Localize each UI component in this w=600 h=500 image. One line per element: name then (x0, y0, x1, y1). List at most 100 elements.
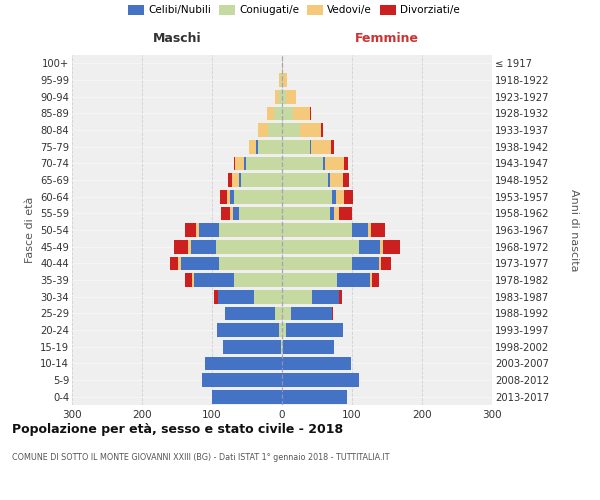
Bar (282, 323, 286, 337)
Text: Popolazione per età, sesso e stato civile - 2018: Popolazione per età, sesso e stato civil… (12, 422, 343, 436)
Bar (344, 190, 353, 203)
Bar (291, 306, 332, 320)
Bar (380, 240, 383, 254)
Bar (257, 140, 282, 153)
Bar (379, 256, 381, 270)
Bar (227, 190, 230, 203)
Bar (282, 273, 337, 287)
Bar (282, 140, 310, 153)
Bar (282, 106, 293, 120)
Bar (181, 256, 219, 270)
Bar (266, 106, 274, 120)
Bar (223, 340, 281, 353)
Bar (383, 240, 400, 254)
Bar (344, 156, 348, 170)
Bar (199, 223, 219, 237)
Bar (219, 256, 282, 270)
Y-axis label: Anni di nascita: Anni di nascita (569, 188, 579, 271)
Bar (293, 106, 310, 120)
Bar (202, 373, 282, 387)
Bar (282, 73, 283, 87)
Bar (282, 240, 359, 254)
Bar (286, 90, 296, 104)
Bar (196, 223, 199, 237)
Bar (224, 306, 275, 320)
Bar (235, 156, 244, 170)
Legend: Celibi/Nubili, Coniugati/e, Vedovi/e, Divorziati/e: Celibi/Nubili, Coniugati/e, Vedovi/e, Di… (128, 5, 460, 15)
Bar (185, 223, 196, 237)
Bar (245, 156, 282, 170)
Bar (187, 240, 191, 254)
Bar (282, 190, 332, 203)
Bar (254, 290, 282, 304)
Bar (320, 123, 323, 137)
Bar (278, 90, 282, 104)
Bar (282, 90, 286, 104)
Bar (218, 290, 254, 304)
Text: COMUNE DI SOTTO IL MONTE GIOVANNI XXIII (BG) - Dati ISTAT 1° gennaio 2018 - TUTT: COMUNE DI SOTTO IL MONTE GIOVANNI XXIII … (12, 452, 389, 462)
Bar (299, 123, 320, 137)
Bar (235, 190, 282, 203)
Bar (205, 356, 282, 370)
Bar (371, 223, 385, 237)
Bar (239, 173, 241, 187)
Bar (268, 123, 282, 137)
Text: Femmine: Femmine (355, 32, 419, 45)
Bar (214, 290, 218, 304)
Bar (194, 273, 235, 287)
Bar (283, 73, 287, 87)
Bar (282, 356, 350, 370)
Bar (282, 156, 323, 170)
Bar (282, 290, 312, 304)
Bar (217, 323, 278, 337)
Bar (191, 240, 215, 254)
Bar (170, 256, 178, 270)
Bar (337, 273, 370, 287)
Bar (331, 173, 343, 187)
Bar (336, 190, 344, 203)
Bar (310, 140, 311, 153)
Text: Maschi: Maschi (152, 32, 202, 45)
Y-axis label: Fasce di età: Fasce di età (25, 197, 35, 263)
Bar (212, 390, 282, 404)
Bar (352, 256, 379, 270)
Bar (332, 190, 336, 203)
Bar (359, 240, 380, 254)
Bar (275, 306, 282, 320)
Bar (282, 390, 347, 404)
Bar (328, 173, 331, 187)
Bar (312, 290, 339, 304)
Bar (232, 173, 239, 187)
Bar (370, 273, 371, 287)
Bar (235, 273, 282, 287)
Bar (311, 140, 331, 153)
Bar (274, 106, 282, 120)
Bar (282, 123, 299, 137)
Bar (229, 206, 233, 220)
Bar (325, 156, 344, 170)
Bar (281, 73, 282, 87)
Bar (221, 206, 229, 220)
Bar (282, 373, 359, 387)
Bar (279, 73, 281, 87)
Bar (282, 56, 283, 70)
Bar (343, 173, 349, 187)
Bar (257, 123, 268, 137)
Bar (338, 290, 342, 304)
Bar (185, 273, 193, 287)
Bar (329, 206, 334, 220)
Bar (241, 173, 282, 187)
Bar (173, 240, 187, 254)
Bar (249, 140, 256, 153)
Bar (281, 340, 282, 353)
Bar (282, 340, 283, 353)
Bar (234, 156, 235, 170)
Bar (340, 206, 352, 220)
Bar (233, 206, 239, 220)
Bar (230, 190, 235, 203)
Bar (282, 306, 291, 320)
Bar (310, 106, 311, 120)
Bar (256, 140, 257, 153)
Bar (381, 256, 391, 270)
Bar (331, 140, 334, 153)
